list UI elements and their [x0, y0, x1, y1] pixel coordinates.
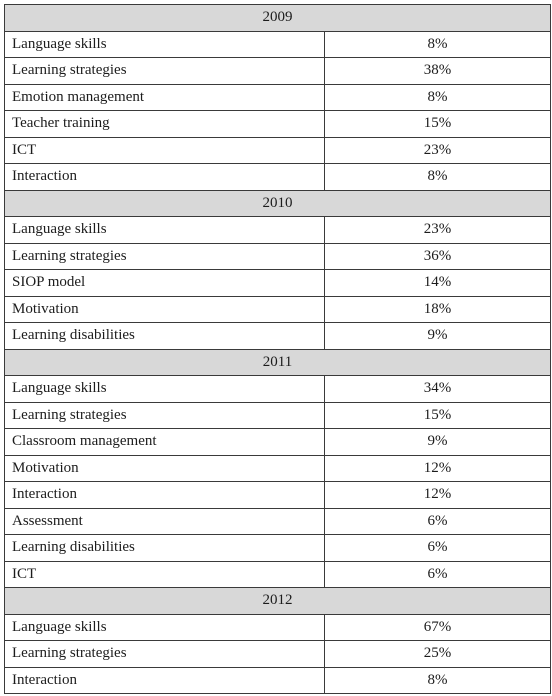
- percentage-cell: 23%: [324, 136, 551, 164]
- percentage-cell: 23%: [324, 216, 551, 244]
- percentage-cell: 38%: [324, 57, 551, 85]
- year-heading: 2009: [4, 4, 551, 32]
- year-header-row: 2009: [4, 4, 551, 32]
- table-row: Motivation 12%: [4, 454, 551, 482]
- topic-cell: Motivation: [4, 295, 325, 323]
- table-row: Assessment 6%: [4, 507, 551, 535]
- percentage-cell: 8%: [324, 83, 551, 111]
- year-header-row: 2011: [4, 348, 551, 376]
- year-header-row: 2012: [4, 587, 551, 615]
- table-row: SIOP model 14%: [4, 269, 551, 297]
- topic-cell: ICT: [4, 136, 325, 164]
- topic-cell: Language skills: [4, 613, 325, 641]
- percentage-cell: 12%: [324, 481, 551, 509]
- percentage-cell: 14%: [324, 269, 551, 297]
- topic-cell: ICT: [4, 560, 325, 588]
- table-row: ICT 6%: [4, 560, 551, 588]
- table-row: Interaction 8%: [4, 163, 551, 191]
- year-heading: 2010: [4, 189, 551, 217]
- table-row: Language skills 67%: [4, 613, 551, 641]
- table-row: Emotion management 8%: [4, 83, 551, 111]
- year-header-row: 2010: [4, 189, 551, 217]
- table-row: Learning strategies 15%: [4, 401, 551, 429]
- topic-cell: Learning strategies: [4, 57, 325, 85]
- table-row: Interaction 12%: [4, 481, 551, 509]
- percentage-cell: 8%: [324, 666, 551, 694]
- percentage-cell: 34%: [324, 375, 551, 403]
- table-row: Learning strategies 38%: [4, 57, 551, 85]
- topic-cell: Assessment: [4, 507, 325, 535]
- percentage-cell: 6%: [324, 560, 551, 588]
- year-heading: 2011: [4, 348, 551, 376]
- table-row: Motivation 18%: [4, 295, 551, 323]
- topics-by-year-table: 2009 Language skills 8% Learning strategies…: [4, 4, 551, 694]
- percentage-cell: 25%: [324, 640, 551, 668]
- table-row: Learning disabilities 9%: [4, 322, 551, 350]
- percentage-cell: 6%: [324, 507, 551, 535]
- table-row: Classroom management 9%: [4, 428, 551, 456]
- table-row: Language skills 34%: [4, 375, 551, 403]
- topic-cell: Learning strategies: [4, 401, 325, 429]
- topic-cell: Learning disabilities: [4, 534, 325, 562]
- table-body: 2009 Language skills 8% Learning strategies…: [4, 4, 551, 694]
- table-row: Learning disabilities 6%: [4, 534, 551, 562]
- percentage-cell: 15%: [324, 110, 551, 138]
- topic-cell: Interaction: [4, 666, 325, 694]
- percentage-cell: 12%: [324, 454, 551, 482]
- topic-cell: Teacher training: [4, 110, 325, 138]
- topic-cell: Motivation: [4, 454, 325, 482]
- year-heading: 2012: [4, 587, 551, 615]
- topic-cell: Learning strategies: [4, 242, 325, 270]
- table-container: 2009 Language skills 8% Learning strategies…: [4, 4, 551, 694]
- topic-cell: Learning strategies: [4, 640, 325, 668]
- topic-cell: Emotion management: [4, 83, 325, 111]
- table-row: Interaction 8%: [4, 666, 551, 694]
- topic-cell: Language skills: [4, 375, 325, 403]
- percentage-cell: 18%: [324, 295, 551, 323]
- percentage-cell: 9%: [324, 322, 551, 350]
- percentage-cell: 8%: [324, 163, 551, 191]
- table-row: Learning strategies 36%: [4, 242, 551, 270]
- topic-cell: SIOP model: [4, 269, 325, 297]
- topic-cell: Language skills: [4, 30, 325, 58]
- percentage-cell: 67%: [324, 613, 551, 641]
- table-row: ICT 23%: [4, 136, 551, 164]
- table-row: Learning strategies 25%: [4, 640, 551, 668]
- table-row: Language skills 23%: [4, 216, 551, 244]
- topic-cell: Language skills: [4, 216, 325, 244]
- topic-cell: Interaction: [4, 481, 325, 509]
- topic-cell: Interaction: [4, 163, 325, 191]
- percentage-cell: 8%: [324, 30, 551, 58]
- table-row: Language skills 8%: [4, 30, 551, 58]
- percentage-cell: 9%: [324, 428, 551, 456]
- percentage-cell: 36%: [324, 242, 551, 270]
- topic-cell: Learning disabilities: [4, 322, 325, 350]
- table-row: Teacher training 15%: [4, 110, 551, 138]
- percentage-cell: 15%: [324, 401, 551, 429]
- percentage-cell: 6%: [324, 534, 551, 562]
- topic-cell: Classroom management: [4, 428, 325, 456]
